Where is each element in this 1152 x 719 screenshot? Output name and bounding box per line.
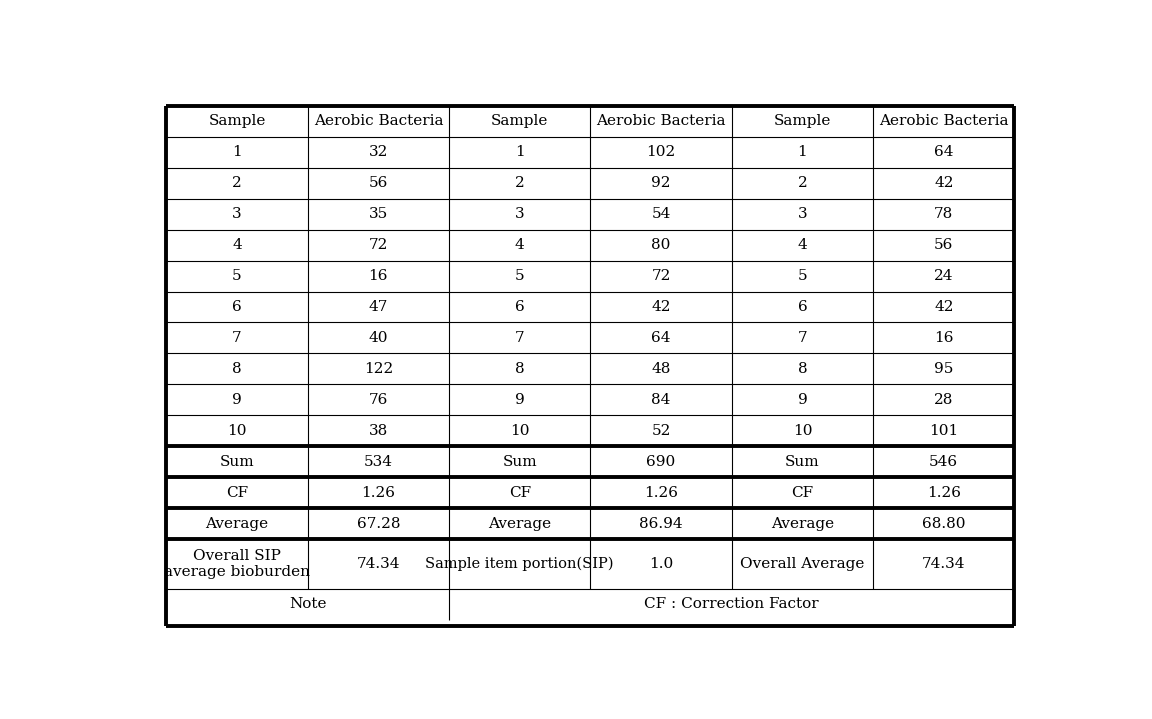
Text: 5: 5 (233, 269, 242, 283)
Text: 80: 80 (651, 238, 670, 252)
Text: 9: 9 (515, 393, 524, 407)
Text: Overall SIP
average bioburden: Overall SIP average bioburden (164, 549, 310, 580)
Text: 32: 32 (369, 145, 388, 159)
Text: 16: 16 (934, 331, 954, 345)
Text: 67.28: 67.28 (357, 517, 400, 531)
Text: 6: 6 (232, 300, 242, 314)
Text: 64: 64 (934, 145, 954, 159)
Text: 3: 3 (515, 207, 524, 221)
Text: 78: 78 (934, 207, 954, 221)
Text: CF: CF (791, 486, 813, 500)
Text: 35: 35 (369, 207, 388, 221)
Text: 5: 5 (515, 269, 524, 283)
Text: 95: 95 (934, 362, 954, 376)
Text: 102: 102 (646, 145, 676, 159)
Text: 74.34: 74.34 (922, 557, 965, 571)
Text: Sum: Sum (786, 455, 820, 469)
Text: Average: Average (488, 517, 552, 531)
Text: 9: 9 (232, 393, 242, 407)
Text: CF: CF (226, 486, 248, 500)
Text: 2: 2 (515, 176, 524, 190)
Text: 92: 92 (651, 176, 670, 190)
Text: 101: 101 (930, 424, 958, 438)
Text: Sum: Sum (220, 455, 255, 469)
Text: Sample item portion(SIP): Sample item portion(SIP) (425, 557, 614, 572)
Text: Aerobic Bacteria: Aerobic Bacteria (597, 114, 726, 128)
Text: 10: 10 (793, 424, 812, 438)
Text: 3: 3 (797, 207, 808, 221)
Text: Average: Average (771, 517, 834, 531)
Text: 68.80: 68.80 (922, 517, 965, 531)
Text: 8: 8 (797, 362, 808, 376)
Text: Aerobic Bacteria: Aerobic Bacteria (313, 114, 444, 128)
Text: 56: 56 (934, 238, 954, 252)
Text: CF: CF (509, 486, 531, 500)
Text: 4: 4 (232, 238, 242, 252)
Text: 42: 42 (651, 300, 670, 314)
Text: 28: 28 (934, 393, 954, 407)
Text: 5: 5 (797, 269, 808, 283)
Text: 42: 42 (934, 176, 954, 190)
Text: 48: 48 (651, 362, 670, 376)
Text: 4: 4 (797, 238, 808, 252)
Text: 8: 8 (515, 362, 524, 376)
Text: 1.26: 1.26 (644, 486, 679, 500)
Text: 1: 1 (232, 145, 242, 159)
Text: 690: 690 (646, 455, 676, 469)
Text: 52: 52 (651, 424, 670, 438)
Text: Average: Average (205, 517, 268, 531)
Text: 84: 84 (651, 393, 670, 407)
Text: 1.26: 1.26 (362, 486, 395, 500)
Text: 64: 64 (651, 331, 670, 345)
Text: 74.34: 74.34 (357, 557, 400, 571)
Text: 1: 1 (515, 145, 524, 159)
Text: 72: 72 (369, 238, 388, 252)
Text: 7: 7 (515, 331, 524, 345)
Text: Aerobic Bacteria: Aerobic Bacteria (879, 114, 1008, 128)
Text: 3: 3 (233, 207, 242, 221)
Text: 7: 7 (797, 331, 808, 345)
Text: CF : Correction Factor: CF : Correction Factor (644, 597, 819, 611)
Text: 4: 4 (515, 238, 524, 252)
Text: 2: 2 (232, 176, 242, 190)
Text: Sample: Sample (774, 114, 831, 128)
Text: 6: 6 (515, 300, 524, 314)
Text: 8: 8 (233, 362, 242, 376)
Text: 2: 2 (797, 176, 808, 190)
Text: 86.94: 86.94 (639, 517, 683, 531)
Text: 54: 54 (651, 207, 670, 221)
Text: 47: 47 (369, 300, 388, 314)
Text: 24: 24 (934, 269, 954, 283)
Text: 1: 1 (797, 145, 808, 159)
Text: 1.26: 1.26 (927, 486, 961, 500)
Text: 56: 56 (369, 176, 388, 190)
Text: 76: 76 (369, 393, 388, 407)
Text: 42: 42 (934, 300, 954, 314)
Text: 72: 72 (651, 269, 670, 283)
Text: 7: 7 (233, 331, 242, 345)
Text: 10: 10 (227, 424, 247, 438)
Text: 534: 534 (364, 455, 393, 469)
Text: 122: 122 (364, 362, 393, 376)
Text: 10: 10 (510, 424, 530, 438)
Text: 9: 9 (797, 393, 808, 407)
Text: 1.0: 1.0 (649, 557, 673, 571)
Text: 546: 546 (930, 455, 958, 469)
Text: 38: 38 (369, 424, 388, 438)
Text: Sample: Sample (491, 114, 548, 128)
Text: Sum: Sum (502, 455, 537, 469)
Text: 40: 40 (369, 331, 388, 345)
Text: Sample: Sample (209, 114, 266, 128)
Text: Overall Average: Overall Average (741, 557, 865, 571)
Text: 16: 16 (369, 269, 388, 283)
Text: Note: Note (289, 597, 326, 611)
Text: 6: 6 (797, 300, 808, 314)
